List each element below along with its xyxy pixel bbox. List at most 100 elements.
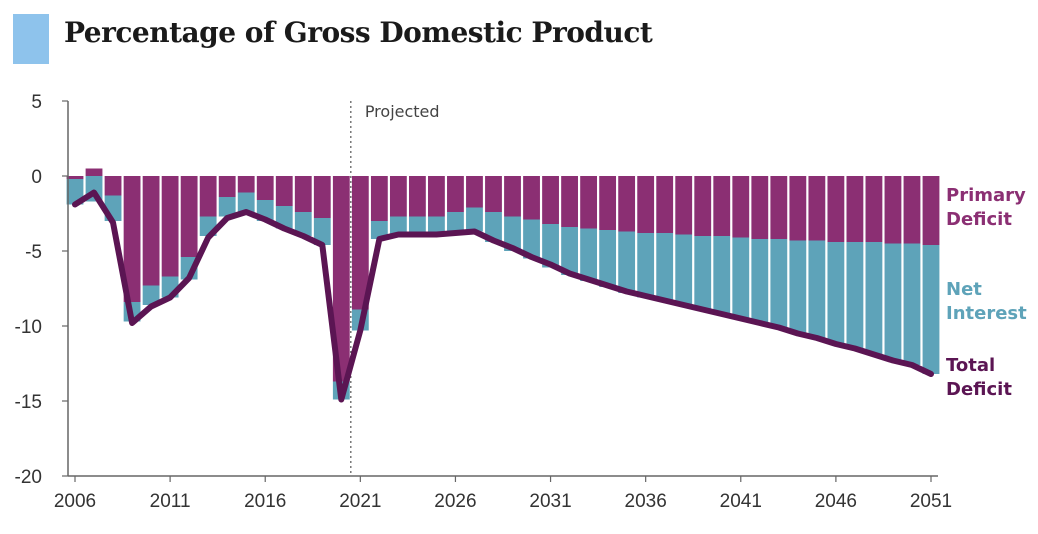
y-tick-label--5: -5 xyxy=(25,242,42,263)
bar-net-interest-2043 xyxy=(770,239,788,328)
bar-net-interest-2024 xyxy=(408,216,426,235)
bar-primary-deficit-2008 xyxy=(104,176,122,196)
bar-net-interest-2048 xyxy=(865,242,883,355)
bar-primary-deficit-2050 xyxy=(903,176,921,244)
bar-net-interest-2023 xyxy=(389,216,407,235)
bar-primary-deficit-2036 xyxy=(637,176,655,233)
bar-primary-deficit-2029 xyxy=(504,176,521,217)
y-tick-label-5: 5 xyxy=(31,92,42,113)
bar-primary-deficit-2034 xyxy=(599,176,617,230)
bar-net-interest-2035 xyxy=(618,231,636,293)
x-tick-label-2031: 2031 xyxy=(529,491,571,512)
bar-net-interest-2032 xyxy=(561,227,578,275)
x-tick-label-2051: 2051 xyxy=(910,491,952,512)
bar-net-interest-2025 xyxy=(428,216,445,235)
bar-net-interest-2051 xyxy=(922,245,940,374)
bar-primary-deficit-2049 xyxy=(884,176,902,244)
bars-layer xyxy=(66,168,940,400)
legend-primary-deficit: Primary Deficit xyxy=(946,185,1026,230)
bar-primary-deficit-2016 xyxy=(256,176,274,200)
chart-title: Percentage of Gross Domestic Product xyxy=(64,16,653,49)
bar-net-interest-2018 xyxy=(294,212,312,236)
projected-label: Projected xyxy=(365,102,440,121)
x-tick-label-2011: 2011 xyxy=(150,491,191,512)
bar-primary-deficit-2013 xyxy=(199,176,217,217)
bar-net-interest-2039 xyxy=(694,236,712,310)
bar-net-interest-2029 xyxy=(504,216,521,251)
bar-primary-deficit-2031 xyxy=(542,176,559,224)
bar-primary-deficit-2043 xyxy=(770,176,788,239)
bar-primary-deficit-2037 xyxy=(656,176,674,233)
bar-primary-deficit-2047 xyxy=(846,176,864,242)
bar-net-interest-2028 xyxy=(485,212,502,242)
bar-net-interest-2050 xyxy=(903,243,921,365)
bar-net-interest-2033 xyxy=(580,228,598,281)
bar-net-interest-2017 xyxy=(275,206,293,229)
bar-net-interest-2022 xyxy=(370,221,388,239)
bar-net-interest-2041 xyxy=(732,237,750,319)
bar-primary-deficit-2040 xyxy=(713,176,731,236)
bar-primary-deficit-2017 xyxy=(275,176,293,206)
total-deficit-line xyxy=(72,189,934,403)
bar-primary-deficit-2028 xyxy=(485,176,502,212)
bar-net-interest-2044 xyxy=(789,240,807,334)
bar-primary-deficit-2026 xyxy=(447,176,464,212)
bar-net-interest-2034 xyxy=(599,230,617,287)
y-tick-label-0: 0 xyxy=(31,167,42,188)
bar-primary-deficit-2051 xyxy=(922,176,940,245)
bar-primary-deficit-2033 xyxy=(580,176,598,229)
bar-primary-deficit-2006 xyxy=(66,176,84,179)
bar-net-interest-2027 xyxy=(466,207,483,232)
title-color-swatch xyxy=(13,14,49,64)
bar-primary-deficit-2048 xyxy=(865,176,883,242)
y-tick-label--20: -20 xyxy=(15,467,42,488)
bar-primary-deficit-2030 xyxy=(523,176,540,220)
bar-net-interest-2045 xyxy=(808,240,826,338)
bar-primary-deficit-2010 xyxy=(142,176,160,286)
axes-layer: 5 0 -5 -10 -15 -20 2006 2011 2016 2021 2026 2031 203… xyxy=(15,92,953,512)
bar-primary-deficit-2007 xyxy=(85,168,103,176)
y-tick-label--15: -15 xyxy=(15,392,42,413)
bar-net-interest-2019 xyxy=(313,218,331,245)
bar-net-interest-2006 xyxy=(66,179,84,205)
bar-primary-deficit-2035 xyxy=(618,176,636,232)
bar-net-interest-2038 xyxy=(675,234,693,305)
bar-net-interest-2014 xyxy=(218,197,236,217)
bar-primary-deficit-2012 xyxy=(180,176,198,257)
bar-primary-deficit-2023 xyxy=(389,176,407,217)
total-deficit-line-layer xyxy=(72,189,934,403)
y-tick-label--10: -10 xyxy=(15,317,42,338)
bar-primary-deficit-2032 xyxy=(561,176,578,227)
bar-primary-deficit-2039 xyxy=(694,176,712,236)
x-tick-label-2046: 2046 xyxy=(815,491,857,512)
bar-primary-deficit-2046 xyxy=(827,176,845,242)
bar-net-interest-2026 xyxy=(447,212,464,233)
bar-primary-deficit-2011 xyxy=(161,176,179,277)
bar-net-interest-2015 xyxy=(237,192,255,212)
bar-primary-deficit-2024 xyxy=(408,176,426,217)
bar-net-interest-2049 xyxy=(884,243,902,361)
x-tick-label-2006: 2006 xyxy=(54,491,96,512)
bar-primary-deficit-2044 xyxy=(789,176,807,241)
bar-primary-deficit-2021 xyxy=(351,176,369,310)
x-tick-label-2041: 2041 xyxy=(720,491,762,512)
bar-primary-deficit-2014 xyxy=(218,176,236,197)
legend-net-interest: Net Interest xyxy=(946,279,1027,324)
bar-primary-deficit-2041 xyxy=(732,176,750,238)
bar-primary-deficit-2038 xyxy=(675,176,693,235)
bar-net-interest-2047 xyxy=(846,242,864,349)
bar-net-interest-2037 xyxy=(656,233,674,301)
bar-primary-deficit-2027 xyxy=(466,176,483,208)
bar-primary-deficit-2020 xyxy=(332,176,350,382)
bar-primary-deficit-2018 xyxy=(294,176,312,212)
x-tick-label-2016: 2016 xyxy=(244,491,286,512)
legend-total-deficit: Total Deficit xyxy=(946,355,1012,400)
legend: Primary Deficit Net Interest Total Deficit xyxy=(946,185,1027,400)
x-tick-label-2036: 2036 xyxy=(625,491,667,512)
bar-primary-deficit-2025 xyxy=(428,176,445,217)
bar-primary-deficit-2042 xyxy=(751,176,769,239)
x-tick-label-2026: 2026 xyxy=(434,491,476,512)
bar-primary-deficit-2019 xyxy=(313,176,331,218)
bar-net-interest-2030 xyxy=(523,219,540,259)
